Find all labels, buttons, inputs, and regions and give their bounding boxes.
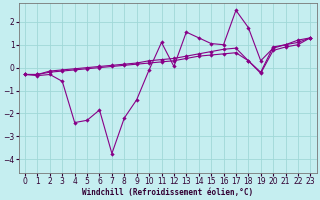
X-axis label: Windchill (Refroidissement éolien,°C): Windchill (Refroidissement éolien,°C) bbox=[82, 188, 253, 197]
